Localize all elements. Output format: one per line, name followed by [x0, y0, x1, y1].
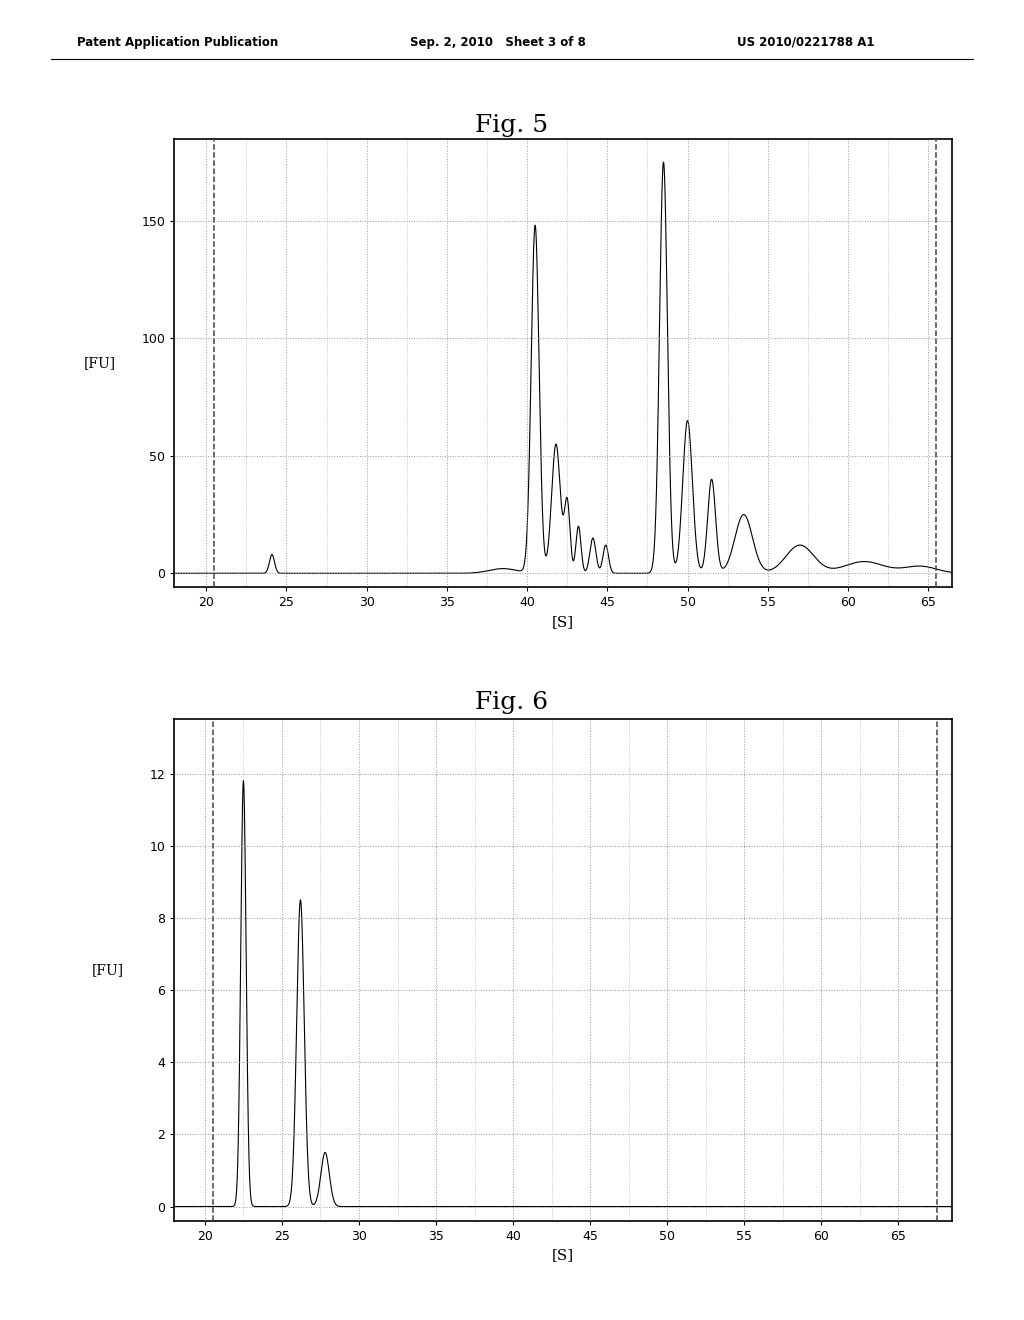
Text: Fig. 5: Fig. 5 [475, 114, 549, 137]
Text: Fig. 6: Fig. 6 [475, 690, 549, 714]
X-axis label: [S]: [S] [552, 615, 574, 630]
Text: Sep. 2, 2010   Sheet 3 of 8: Sep. 2, 2010 Sheet 3 of 8 [410, 36, 586, 49]
Text: Patent Application Publication: Patent Application Publication [77, 36, 279, 49]
Y-axis label: [FU]: [FU] [91, 964, 124, 977]
X-axis label: [S]: [S] [552, 1249, 574, 1263]
Y-axis label: [FU]: [FU] [83, 356, 116, 370]
Text: US 2010/0221788 A1: US 2010/0221788 A1 [737, 36, 874, 49]
